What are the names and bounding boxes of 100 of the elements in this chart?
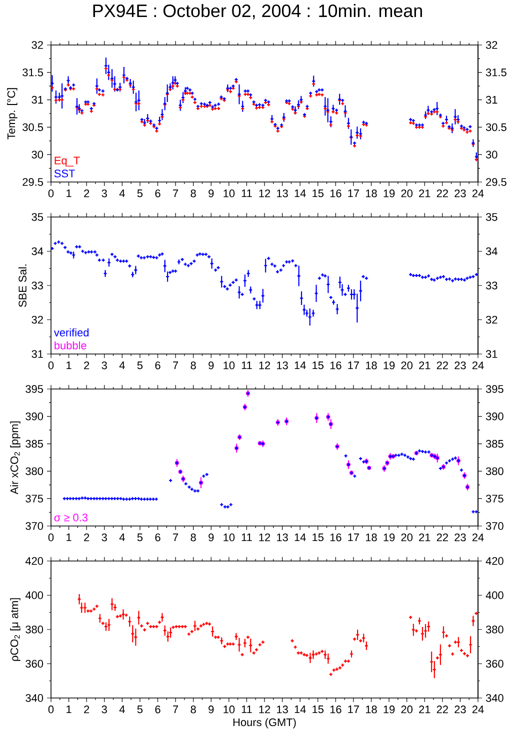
- x-tick-label: 21: [419, 534, 430, 542]
- y-tick-label: 31: [32, 350, 43, 358]
- y2-tick-label: 420: [486, 557, 504, 565]
- x-tick-label: 13: [277, 362, 288, 370]
- x-tick-label: 9: [208, 534, 214, 542]
- text: σ ≥ 0.3: [54, 514, 88, 522]
- y-tick-label: 340: [26, 694, 44, 702]
- x-tick-label: 2: [84, 706, 90, 714]
- y-tick-label: 400: [25, 591, 44, 600]
- x-tick-label: 6: [155, 706, 160, 714]
- x-tick-label: 15: [312, 534, 324, 542]
- x-tick-label: 3: [102, 706, 107, 714]
- x-tick-label: 6: [155, 362, 160, 370]
- x-tick-label: 11: [242, 534, 252, 542]
- x-tick-label: 12: [259, 190, 270, 198]
- x-tick-label: 21: [419, 190, 430, 198]
- x-tick-label: 12: [259, 362, 270, 370]
- x-tick-label: 9: [208, 706, 214, 714]
- x-tick-label: 0: [48, 190, 54, 198]
- y2-tick-label: 340: [486, 694, 504, 702]
- x-tick-label: 17: [348, 534, 360, 542]
- y-tick-label: 30.5: [22, 123, 44, 132]
- x-tick-label: 22: [436, 362, 448, 370]
- x-tick-label: 1: [66, 190, 72, 198]
- x-tick-label: 13: [277, 534, 288, 542]
- y-tick-label: 420: [25, 557, 44, 565]
- x-tick-label: 0: [48, 362, 54, 370]
- x-tick-label: 20: [401, 362, 412, 370]
- x-tick-label: 19: [384, 362, 395, 370]
- x-tick-label: 11: [242, 362, 252, 370]
- x-tick-label: 4: [119, 534, 125, 542]
- x-tick-label: 4: [119, 190, 125, 198]
- x-axis-title: Hours (GMT): [233, 718, 296, 728]
- y2-tick-label: 31: [486, 350, 498, 358]
- x-tick-label: 10: [224, 534, 235, 542]
- x-tick-label: 14: [294, 190, 306, 198]
- x-tick-label: 14: [294, 534, 306, 542]
- x-tick-label: 21: [419, 362, 430, 370]
- x-tick-label: 8: [190, 706, 196, 714]
- y2-tick-label: 30: [486, 150, 498, 158]
- x-tick-label: 5: [137, 534, 143, 542]
- x-tick-label: 23: [454, 190, 466, 198]
- x-tick-label: 17: [348, 362, 360, 370]
- y2-tick-label: 375: [486, 494, 504, 502]
- y-tick-label: 34: [32, 247, 44, 256]
- x-tick-label: 10: [224, 706, 235, 714]
- x-tick-label: 3: [102, 190, 107, 198]
- x-tick-label: 14: [294, 706, 306, 714]
- y-tick-label: 380: [26, 467, 44, 476]
- y2-tick-label: 390: [486, 412, 504, 420]
- chart-title: PX94E : October 02, 2004 : 10min. mean: [93, 4, 422, 20]
- legend-label: bubble: [54, 341, 86, 350]
- x-tick-label: 1: [66, 706, 72, 714]
- x-tick-label: 12: [259, 534, 270, 542]
- y-tick-label: 30: [32, 150, 44, 158]
- y-tick-label: 370: [26, 522, 44, 530]
- x-tick-label: 7: [173, 190, 178, 198]
- x-tick-label: 22: [436, 534, 448, 542]
- x-tick-label: 13: [277, 706, 288, 714]
- x-tick-label: 2: [84, 534, 90, 542]
- x-tick-label: 17: [348, 706, 360, 714]
- y-tick-label: 360: [26, 660, 44, 668]
- x-tick-label: 18: [366, 534, 377, 542]
- x-tick-label: 1: [66, 534, 72, 542]
- y-tick-label: 380: [26, 626, 44, 634]
- y2-tick-label: 32: [486, 41, 498, 49]
- x-tick-label: 19: [384, 534, 395, 542]
- x-tick-label: 2: [84, 362, 90, 370]
- x-tick-label: 4: [119, 706, 125, 714]
- x-tick-label: 7: [173, 706, 178, 714]
- text: Eq_T: [54, 156, 80, 167]
- x-tick-label: 12: [259, 706, 270, 714]
- x-tick-label: 1: [66, 362, 72, 370]
- y2-tick-label: 29.5: [486, 178, 506, 186]
- x-tick-label: 5: [137, 362, 143, 370]
- x-tick-label: 9: [208, 362, 214, 370]
- y-tick-label: 390: [26, 412, 44, 420]
- x-tick-label: 3: [102, 362, 107, 370]
- y2-tick-label: 35: [486, 213, 498, 221]
- x-tick-label: 23: [454, 706, 466, 714]
- x-tick-label: 16: [330, 190, 342, 198]
- x-tick-label: 16: [330, 706, 342, 714]
- x-tick-label: 22: [436, 706, 448, 714]
- y2-tick-label: 385: [486, 440, 504, 448]
- y-axis-title: Temp. [°C]: [7, 88, 18, 140]
- x-tick-label: 18: [366, 362, 377, 370]
- y-tick-label: 29.5: [22, 178, 44, 186]
- y-axis-title: Air xCO$_{2}$ [ppm]: [10, 421, 20, 494]
- x-tick-label: 10: [224, 190, 235, 198]
- x-tick-label: 16: [330, 362, 342, 370]
- x-tick-label: 8: [190, 190, 196, 198]
- x-tick-label: 15: [312, 362, 324, 370]
- x-tick-label: 11: [242, 706, 252, 714]
- x-tick-label: 23: [454, 534, 466, 542]
- y-tick-label: 35: [32, 213, 44, 221]
- text: SST: [54, 170, 75, 178]
- x-tick-label: 0: [48, 706, 54, 714]
- y2-tick-label: 380: [486, 626, 504, 634]
- y-tick-label: 32: [32, 41, 43, 49]
- x-tick-label: 7: [173, 362, 178, 370]
